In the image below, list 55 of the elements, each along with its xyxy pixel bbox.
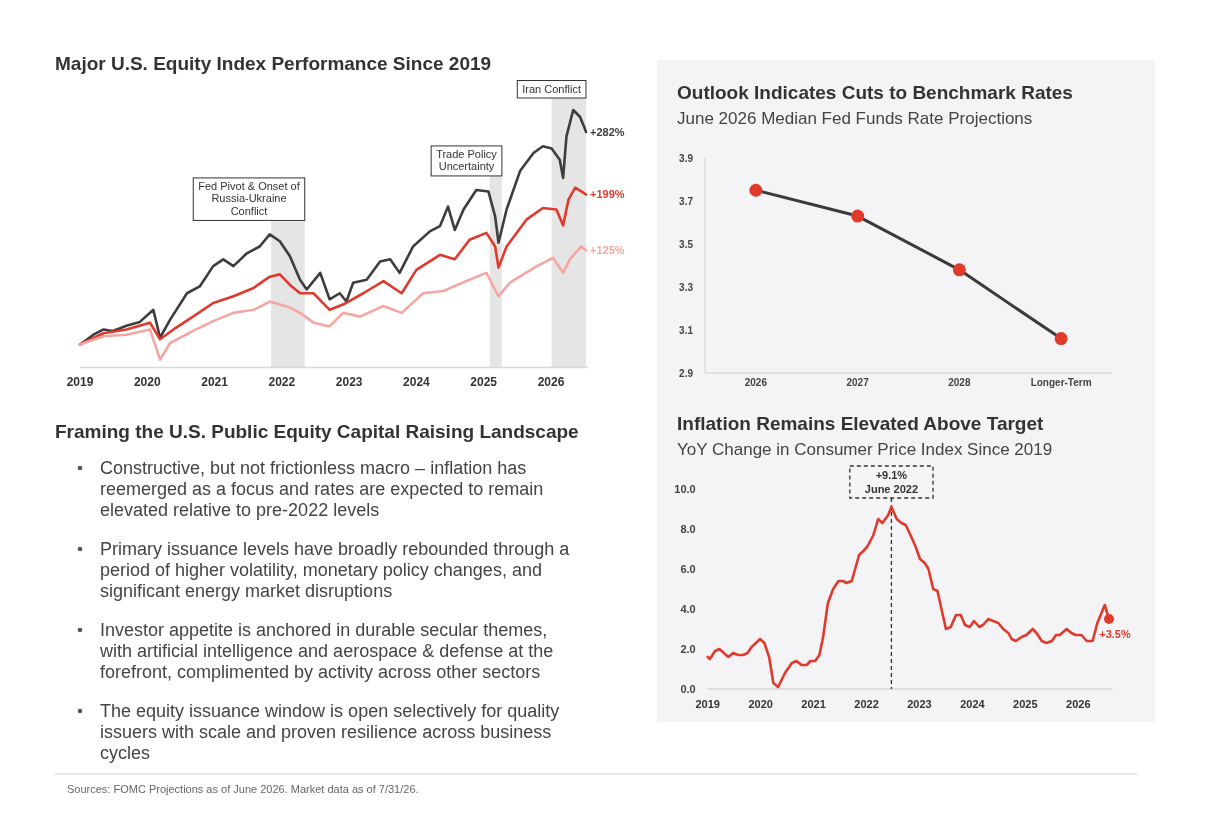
y-tick-label: 0.0 xyxy=(680,683,696,695)
y-tick-label: 3.3 xyxy=(679,282,694,293)
text: The equity issuance window is open selectively for quality issuers with scale and proven resilience across business cycles xyxy=(100,701,560,763)
text: Constructive, but not frictionless macro – inflation has reemerged as a focus and rates are expected to remain elevated relative to pre-2022 levels xyxy=(100,458,544,520)
y-tick-label: 6.0 xyxy=(680,563,696,575)
x-tick-label: 2028 xyxy=(948,377,971,388)
data-label: +282% xyxy=(589,125,625,138)
chart-subtitle: YoY Change in Consumer Price Index Since 2019 xyxy=(677,440,1053,459)
point xyxy=(952,263,966,277)
point xyxy=(851,209,865,223)
x-tick-label: 2019 xyxy=(695,698,720,710)
y-tick-label: 3.9 xyxy=(679,153,694,164)
chart-title: Outlook Indicates Cuts to Benchmark Rates xyxy=(677,82,1073,103)
data-label: +199% xyxy=(589,188,625,201)
band-label: Trade Policy Uncertainty xyxy=(436,147,498,173)
x-tick-label: 2024 xyxy=(960,698,986,710)
source-note: Sources: FOMC Projections as of June 2026. Market data as of 7/31/26. xyxy=(67,783,419,795)
point xyxy=(749,183,763,197)
band-label: Fed Pivot & Onset of Russia-Ukraine Conflict xyxy=(198,179,301,217)
text: Framing the U.S. Public Equity Capital Raising Landscape xyxy=(55,421,579,442)
x-tick-label: 2021 xyxy=(801,698,826,710)
x-tick-label: 2026 xyxy=(744,377,768,388)
chart-subtitle: June 2026 Median Fed Funds Rate Projections xyxy=(677,109,1033,128)
ref-line-label: +9.1% June 2022 xyxy=(864,469,919,495)
text: Primary issuance levels have broadly rebounded through a period of higher volatility, monetary policy changes, and significant energy market disruptions xyxy=(100,539,571,601)
x-tick-label: 2023 xyxy=(335,374,363,389)
x-tick-label: 2022 xyxy=(268,374,296,389)
x-tick-label: 2023 xyxy=(907,698,932,710)
y-tick-label: 8.0 xyxy=(680,523,696,535)
data-label: +3.5% xyxy=(1099,628,1131,640)
x-tick-label: 2026 xyxy=(1066,698,1091,710)
x-tick-label: 2025 xyxy=(470,374,498,389)
band-label: Iran Conflict xyxy=(522,82,581,95)
chart-title: Major U.S. Equity Index Performance Since 2019 xyxy=(55,53,492,74)
y-tick-label: 3.1 xyxy=(679,325,694,336)
y-tick-label: 3.7 xyxy=(679,196,694,207)
x-tick-label: 2019 xyxy=(66,374,94,389)
chart-title: Inflation Remains Elevated Above Target xyxy=(677,413,1045,434)
data-label: +125% xyxy=(589,244,625,257)
x-tick-label: 2022 xyxy=(854,698,879,710)
x-tick-label: 2020 xyxy=(748,698,773,710)
x-tick-label: 2021 xyxy=(201,374,229,389)
x-tick-label: 2026 xyxy=(537,374,565,389)
y-tick-label: 2.9 xyxy=(679,368,694,379)
y-tick-label: 2.0 xyxy=(680,643,696,655)
text: Investor appetite is anchored in durable secular themes, with artificial intelligence and aerospace & defense at the forefront, complimented by activity across other sectors xyxy=(99,620,554,682)
y-tick-label: 4.0 xyxy=(680,603,696,615)
x-tick-label: 2025 xyxy=(1013,698,1038,710)
y-tick-label: 10.0 xyxy=(674,483,696,495)
y-tick-label: 3.5 xyxy=(679,239,694,250)
x-tick-label: 2024 xyxy=(403,374,431,389)
x-tick-label: Longer-Term xyxy=(1030,377,1092,388)
x-tick-label: 2020 xyxy=(133,374,161,389)
x-tick-label: 2027 xyxy=(846,377,870,388)
point xyxy=(1054,332,1068,346)
